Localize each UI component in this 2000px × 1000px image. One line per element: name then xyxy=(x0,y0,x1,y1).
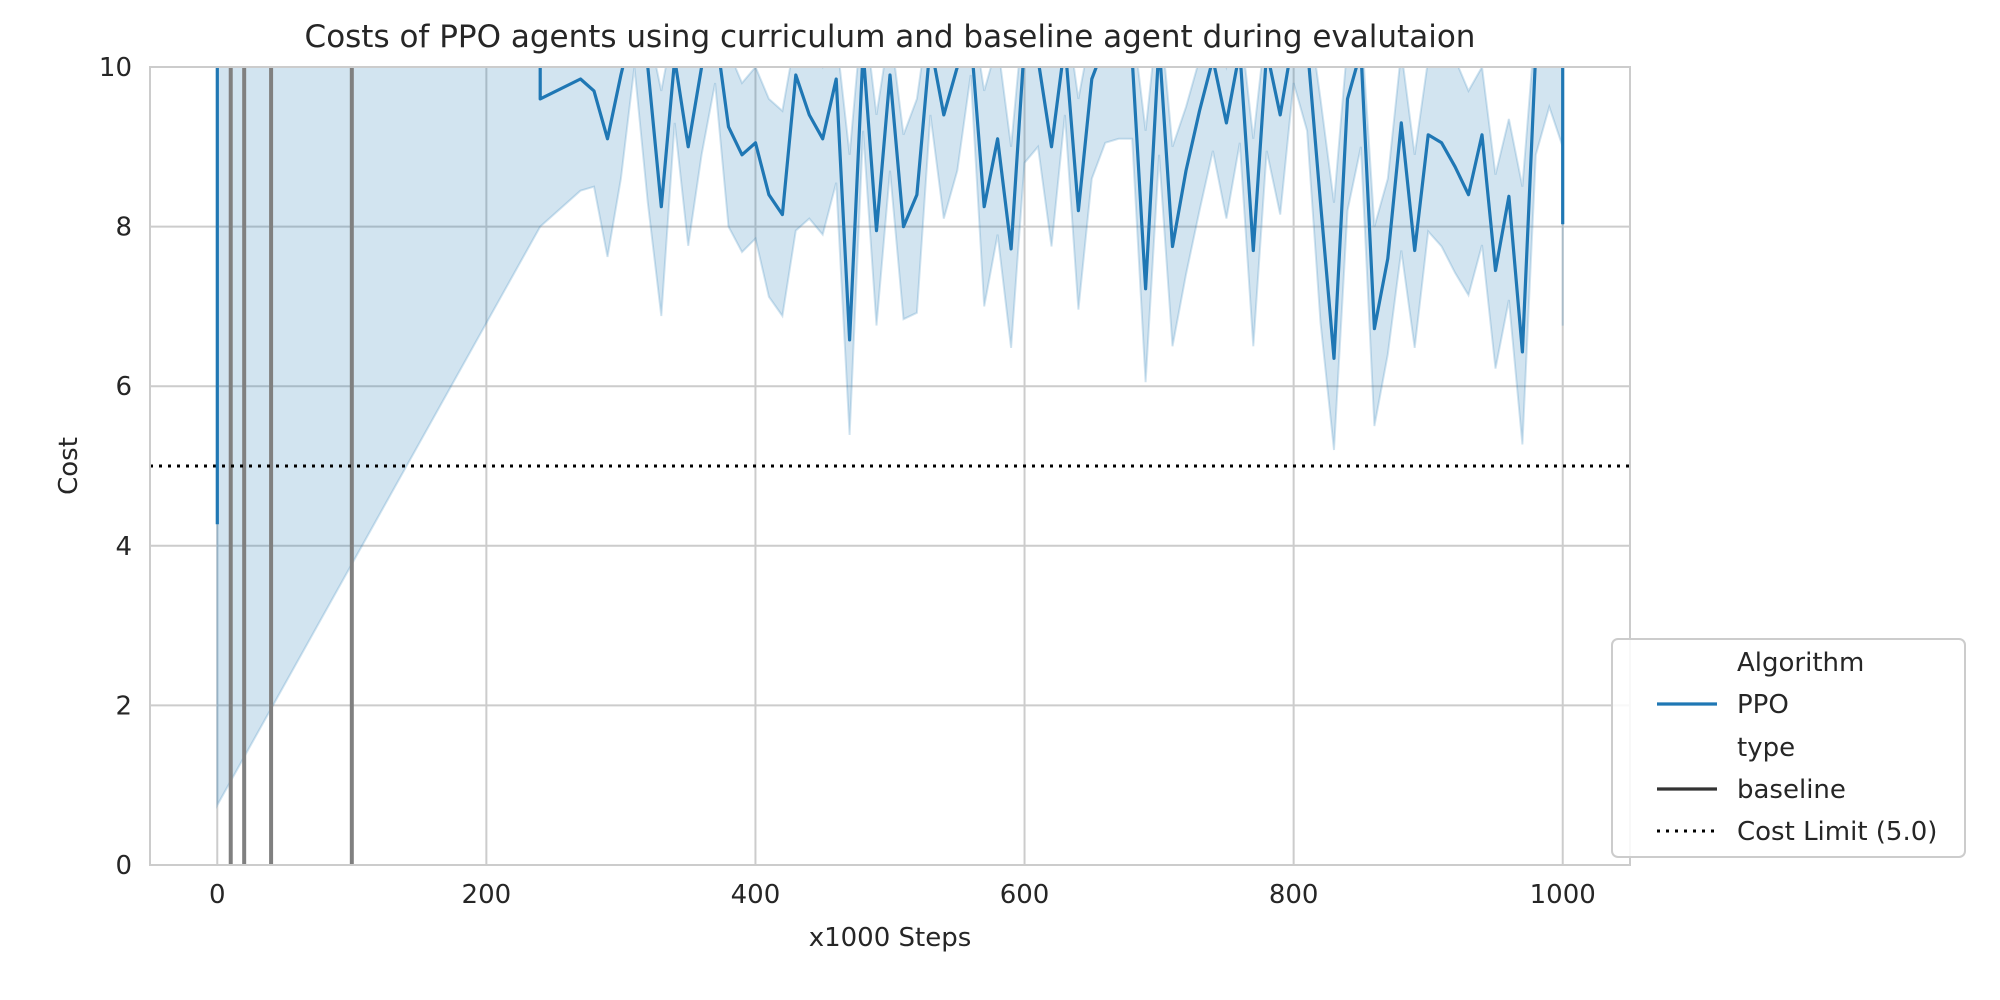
x-tick-label: 800 xyxy=(1269,880,1319,910)
y-tick-label: 2 xyxy=(115,691,132,721)
x-tick-label: 600 xyxy=(1000,880,1050,910)
x-tick-label: 400 xyxy=(731,880,781,910)
baseline-lines xyxy=(228,67,354,865)
y-tick-label: 10 xyxy=(99,53,132,83)
plot-area xyxy=(150,67,1630,865)
legend-label-ppo: PPO xyxy=(1737,690,1789,720)
x-tick-label: 0 xyxy=(209,880,226,910)
x-tick-label: 200 xyxy=(462,880,512,910)
ppo-line xyxy=(215,67,1565,525)
legend-box xyxy=(1611,638,1966,858)
plot-frame xyxy=(149,66,1631,866)
ppo-confidence-band xyxy=(216,67,1564,809)
legend: Algorithm PPO type baseline Cost Limit (… xyxy=(1611,638,1966,858)
y-tick-label: 4 xyxy=(115,532,132,562)
legend-label-cost-limit: Cost Limit (5.0) xyxy=(1737,817,1937,847)
y-tick-label: 6 xyxy=(115,372,132,402)
y-tick-label: 8 xyxy=(115,213,132,243)
legend-label-baseline: baseline xyxy=(1737,775,1846,805)
x-axis-label: x1000 Steps xyxy=(809,923,972,953)
x-tick-label: 1000 xyxy=(1530,880,1596,910)
legend-group-title-algorithm: Algorithm xyxy=(1737,648,1864,678)
y-axis-label: Cost xyxy=(54,437,84,495)
legend-group-title-type: type xyxy=(1737,733,1795,763)
x-tick-labels: 0 200 400 600 800 1000 xyxy=(209,880,1596,910)
chart-title: Costs of PPO agents using curriculum and… xyxy=(305,19,1476,55)
y-tick-label: 0 xyxy=(115,851,132,881)
y-tick-labels: 0 2 4 6 8 10 xyxy=(99,53,132,881)
